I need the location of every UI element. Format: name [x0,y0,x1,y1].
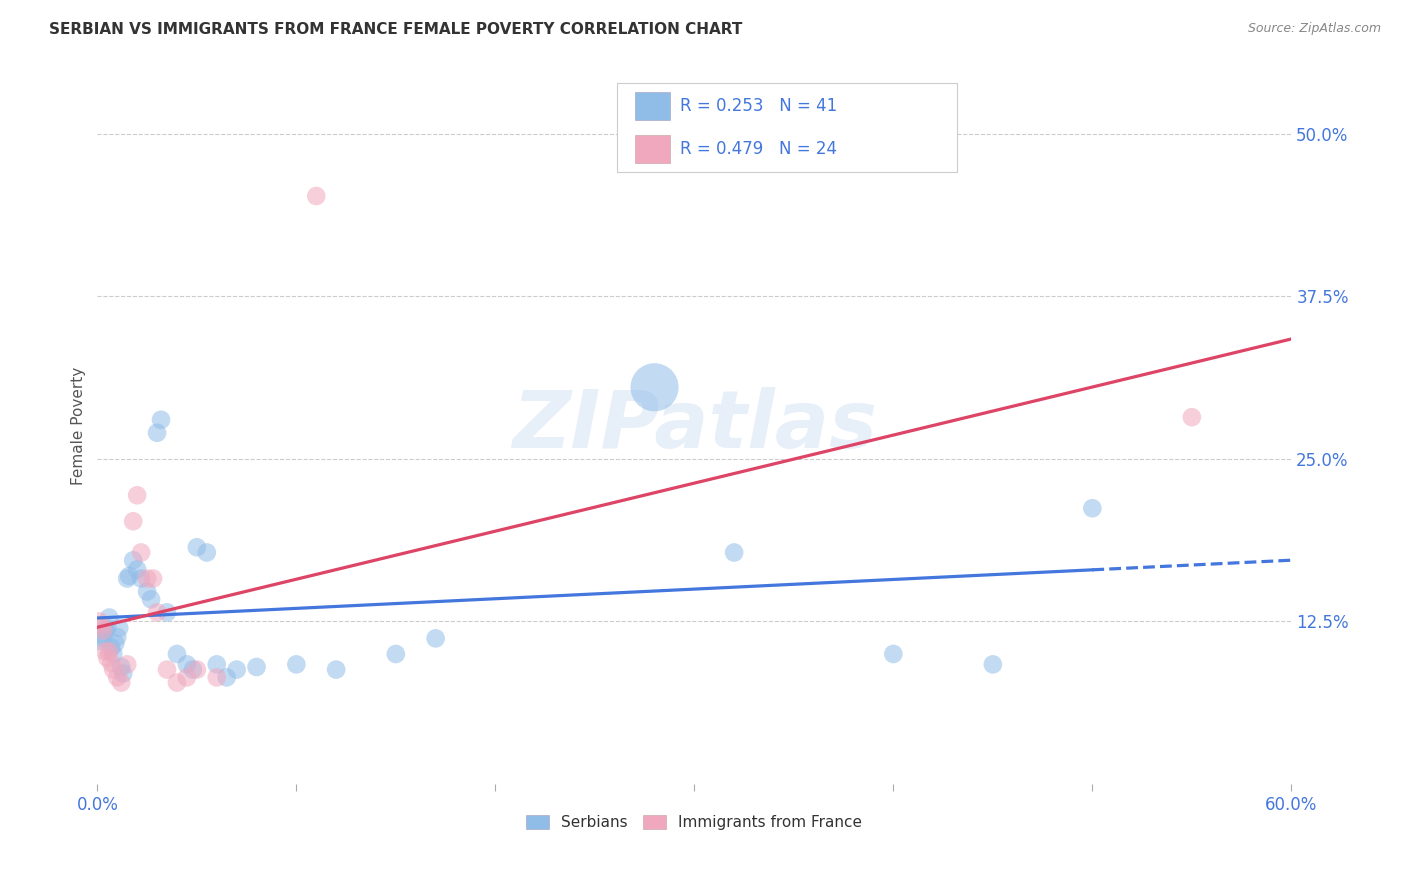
Point [215,670,238,684]
Point [104,636,127,650]
Point [882,647,904,661]
Text: Source: ZipAtlas.com: Source: ZipAtlas.com [1247,22,1381,36]
Point [105,630,128,644]
Point [115,657,138,672]
Point [139,592,162,607]
Point [91,632,114,646]
Point [105,670,128,684]
Point [108,621,131,635]
Point [98,644,121,658]
Point [94,624,117,638]
Point [98,610,121,624]
Point [91,624,114,638]
Point [225,663,247,677]
Point [90,627,112,641]
Point [285,657,308,672]
Point [127,488,149,502]
Point [205,657,228,672]
Point [186,663,208,677]
Point [181,663,204,677]
Point [110,660,132,674]
Point [122,514,145,528]
Point [176,670,198,684]
Point [156,605,179,619]
Point [644,380,666,394]
Point [100,640,122,655]
Point [110,675,132,690]
Point [166,647,188,661]
Point [1181,410,1204,425]
Point [981,657,1004,672]
Point [136,584,159,599]
Point [156,663,179,677]
Point [115,572,138,586]
Point [142,572,165,586]
Point [195,545,218,559]
Text: SERBIAN VS IMMIGRANTS FROM FRANCE FEMALE POVERTY CORRELATION CHART: SERBIAN VS IMMIGRANTS FROM FRANCE FEMALE… [49,22,742,37]
Point [96,651,118,665]
Point [90,618,112,632]
Point [112,666,135,681]
Point [100,656,122,670]
Point [305,189,328,203]
Point [118,569,141,583]
Point [166,675,188,690]
Point [96,621,118,635]
Point [176,657,198,672]
Point [122,553,145,567]
Y-axis label: Female Poverty: Female Poverty [72,368,86,485]
Text: ZIPatlas: ZIPatlas [512,387,877,466]
Point [127,562,149,576]
Point [136,572,159,586]
Point [205,670,228,684]
Point [89,615,111,629]
Point [325,663,347,677]
FancyBboxPatch shape [634,92,671,120]
Point [186,541,208,555]
Text: R = 0.253   N = 41: R = 0.253 N = 41 [681,97,837,115]
Point [146,605,169,619]
Legend: Serbians, Immigrants from France: Serbians, Immigrants from France [526,815,862,830]
FancyBboxPatch shape [617,83,957,172]
Point [89,634,111,648]
Point [245,660,267,674]
Point [103,647,125,661]
Text: R = 0.479   N = 24: R = 0.479 N = 24 [681,140,837,158]
Point [150,413,173,427]
Point [723,545,745,559]
FancyBboxPatch shape [634,135,671,163]
Point [146,425,169,440]
Point [425,632,447,646]
Point [103,663,125,677]
Point [94,644,117,658]
Point [385,647,408,661]
Point [1081,501,1104,516]
Point [129,572,152,586]
Point [129,545,152,559]
